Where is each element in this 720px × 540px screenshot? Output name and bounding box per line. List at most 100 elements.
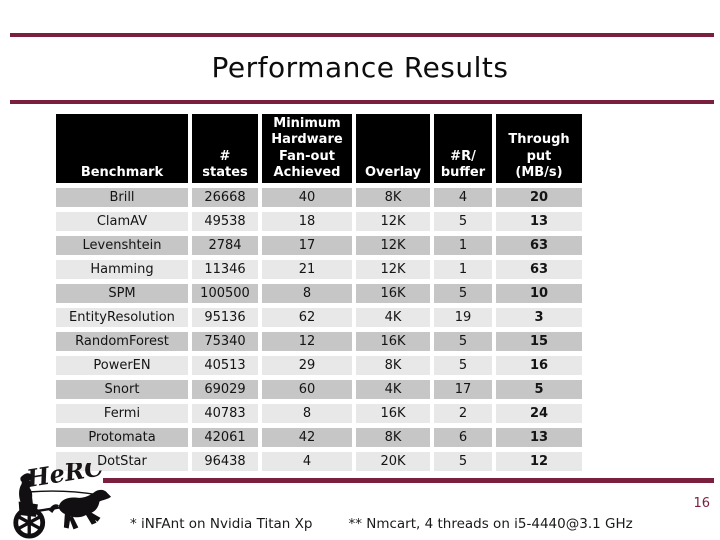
value-cell: 40513 xyxy=(192,356,258,375)
page-number: 16 xyxy=(693,496,710,511)
value-cell: 12K xyxy=(356,260,430,279)
column-header-benchmark: Benchmark xyxy=(56,114,188,183)
value-cell: 4 xyxy=(434,188,492,207)
value-cell: 5 xyxy=(434,284,492,303)
value-cell: 4K xyxy=(356,308,430,327)
value-cell: 95136 xyxy=(192,308,258,327)
table-row: Fermi 40783 8 16K 2 24 xyxy=(56,404,582,423)
value-cell: 5 xyxy=(434,212,492,231)
benchmark-name-cell: RandomForest xyxy=(56,332,188,351)
value-cell: 8K xyxy=(356,428,430,447)
value-cell: 5 xyxy=(496,380,582,399)
table-row: Brill 26668 40 8K 4 20 xyxy=(56,188,582,207)
benchmark-name-cell: PowerEN xyxy=(56,356,188,375)
value-cell: 2784 xyxy=(192,236,258,255)
benchmark-name-cell: EntityResolution xyxy=(56,308,188,327)
value-cell: 8K xyxy=(356,188,430,207)
value-cell: 26668 xyxy=(192,188,258,207)
value-cell: 12 xyxy=(262,332,352,351)
footnote-nmcart: ** Nmcart, 4 threads on i5-4440@3.1 GHz xyxy=(348,516,633,532)
benchmark-name-cell: Fermi xyxy=(56,404,188,423)
benchmark-name-cell: Brill xyxy=(56,188,188,207)
value-cell: 16K xyxy=(356,404,430,423)
benchmark-table-container: Benchmark # states Minimum Hardware Fan-… xyxy=(52,109,586,476)
table-row: RandomForest 75340 12 16K 5 15 xyxy=(56,332,582,351)
value-cell: 20K xyxy=(356,452,430,471)
benchmark-name-cell: DotStar xyxy=(56,452,188,471)
value-cell: 17 xyxy=(262,236,352,255)
column-header-rbuffer: #R/ buffer xyxy=(434,114,492,183)
value-cell: 1 xyxy=(434,236,492,255)
value-cell: 5 xyxy=(434,452,492,471)
value-cell: 21 xyxy=(262,260,352,279)
benchmark-name-cell: ClamAV xyxy=(56,212,188,231)
column-header-overlay: Overlay xyxy=(356,114,430,183)
herc-chariot-logo: HeRC xyxy=(13,463,112,539)
value-cell: 17 xyxy=(434,380,492,399)
value-cell: 2 xyxy=(434,404,492,423)
value-cell: 6 xyxy=(434,428,492,447)
table-row: DotStar 96438 4 20K 5 12 xyxy=(56,452,582,471)
table-row: EntityResolution 95136 62 4K 19 3 xyxy=(56,308,582,327)
value-cell: 42 xyxy=(262,428,352,447)
value-cell: 100500 xyxy=(192,284,258,303)
title-bottom-rule xyxy=(10,100,714,104)
value-cell: 29 xyxy=(262,356,352,375)
table-row: Snort 69029 60 4K 17 5 xyxy=(56,380,582,399)
value-cell: 13 xyxy=(496,428,582,447)
value-cell: 96438 xyxy=(192,452,258,471)
table-row: SPM 100500 8 16K 5 10 xyxy=(56,284,582,303)
title-top-rule xyxy=(10,33,714,37)
value-cell: 18 xyxy=(262,212,352,231)
table-row: Levenshtein 2784 17 12K 1 63 xyxy=(56,236,582,255)
value-cell: 8 xyxy=(262,284,352,303)
value-cell: 4K xyxy=(356,380,430,399)
value-cell: 8K xyxy=(356,356,430,375)
column-header-states: # states xyxy=(192,114,258,183)
benchmark-table: Benchmark # states Minimum Hardware Fan-… xyxy=(52,109,586,476)
table-header-row: Benchmark # states Minimum Hardware Fan-… xyxy=(56,114,582,183)
benchmark-name-cell: Snort xyxy=(56,380,188,399)
value-cell: 16K xyxy=(356,332,430,351)
value-cell: 11346 xyxy=(192,260,258,279)
value-cell: 5 xyxy=(434,356,492,375)
rein xyxy=(30,490,98,496)
value-cell: 19 xyxy=(434,308,492,327)
benchmark-name-cell: Protomata xyxy=(56,428,188,447)
benchmark-name-cell: SPM xyxy=(56,284,188,303)
value-cell: 63 xyxy=(496,260,582,279)
benchmark-name-cell: Levenshtein xyxy=(56,236,188,255)
value-cell: 5 xyxy=(434,332,492,351)
benchmark-name-cell: Hamming xyxy=(56,260,188,279)
value-cell: 13 xyxy=(496,212,582,231)
value-cell: 60 xyxy=(262,380,352,399)
value-cell: 8 xyxy=(262,404,352,423)
table-row: PowerEN 40513 29 8K 5 16 xyxy=(56,356,582,375)
value-cell: 49538 xyxy=(192,212,258,231)
value-cell: 16K xyxy=(356,284,430,303)
table-row: Protomata 42061 42 8K 6 13 xyxy=(56,428,582,447)
value-cell: 40783 xyxy=(192,404,258,423)
page-title: Performance Results xyxy=(211,51,509,84)
column-header-throughput: Through put (MB/s) xyxy=(496,114,582,183)
value-cell: 40 xyxy=(262,188,352,207)
value-cell: 12K xyxy=(356,212,430,231)
value-cell: 1 xyxy=(434,260,492,279)
value-cell: 10 xyxy=(496,284,582,303)
value-cell: 16 xyxy=(496,356,582,375)
value-cell: 62 xyxy=(262,308,352,327)
table-row: ClamAV 49538 18 12K 5 13 xyxy=(56,212,582,231)
table-row: Hamming 11346 21 12K 1 63 xyxy=(56,260,582,279)
value-cell: 15 xyxy=(496,332,582,351)
column-header-fanout: Minimum Hardware Fan-out Achieved xyxy=(262,114,352,183)
value-cell: 20 xyxy=(496,188,582,207)
chariot-wheel xyxy=(13,506,46,539)
horse-silhouette xyxy=(48,489,112,530)
value-cell: 69029 xyxy=(192,380,258,399)
footnotes: * iNFAnt on Nvidia Titan Xp ** Nmcart, 4… xyxy=(130,516,633,532)
herc-logo-text: HeRC xyxy=(24,463,106,493)
value-cell: 75340 xyxy=(192,332,258,351)
value-cell: 42061 xyxy=(192,428,258,447)
footnote-infant: * iNFAnt on Nvidia Titan Xp xyxy=(130,516,313,532)
benchmark-table-body: Brill 26668 40 8K 4 20 ClamAV 49538 18 12K 5 13 Leve… xyxy=(56,188,582,471)
